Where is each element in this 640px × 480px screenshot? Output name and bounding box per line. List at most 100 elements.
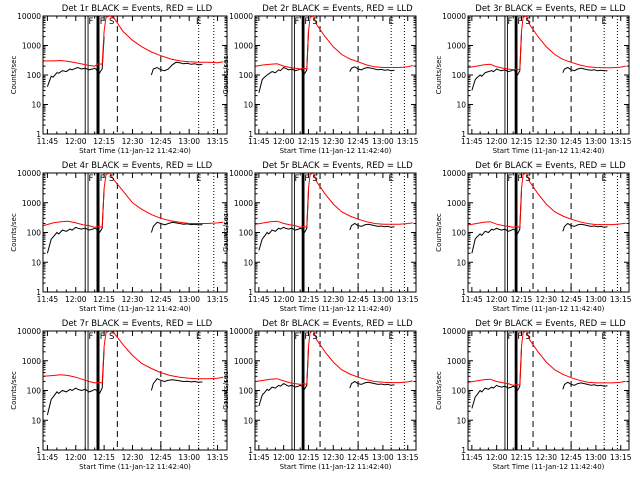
plot-area: [468, 173, 626, 292]
y-axis-label: Counts/sec: [435, 371, 443, 410]
marker-label: F: [517, 174, 522, 184]
y-tick-label: 10: [456, 101, 466, 110]
y-tick-label: 1: [461, 288, 466, 297]
x-tick-label: 13:00: [585, 295, 607, 304]
marker-label: S: [525, 17, 530, 27]
marker-label: S: [525, 332, 530, 342]
marker-label: S: [109, 17, 114, 27]
x-tick-label: 11:45: [461, 295, 483, 304]
panel-5: Det 5r BLACK = Events, RED = LLD 1 10 100 10…: [222, 161, 419, 313]
y-tick-label: 10: [243, 258, 253, 267]
x-tick-label: 12:15: [93, 295, 115, 304]
x-axis-label: Start Time (11-Jan-12 11:42:40): [280, 463, 392, 471]
plot-frame: [467, 330, 630, 451]
marker-label: S: [312, 174, 317, 184]
lld-line: [468, 16, 626, 71]
marker-label: E: [196, 332, 201, 342]
y-tick-label: 10000: [442, 169, 466, 178]
plot-area: [43, 16, 224, 134]
marker-label: F: [88, 332, 93, 342]
plot-frame: [254, 330, 417, 451]
y-tick-label: 1: [248, 446, 253, 455]
x-tick-label: 13:15: [397, 453, 419, 462]
y-tick-label: 1: [36, 288, 41, 297]
x-tick-label: 12:30: [535, 137, 557, 146]
x-tick-label: 12:15: [298, 453, 320, 462]
y-tick-label: 1000: [447, 357, 466, 366]
x-tick-label: 12:15: [511, 295, 533, 304]
events-line: [258, 348, 395, 407]
x-tick-label: 12:00: [486, 453, 508, 462]
y-tick-label: 100: [27, 71, 42, 80]
y-tick-label: 1: [248, 288, 253, 297]
y-axis-label: Counts/sec: [222, 371, 230, 410]
y-tick-label: 10000: [229, 12, 253, 21]
y-tick-label: 10: [243, 101, 253, 110]
y-tick-label: 100: [27, 229, 42, 238]
x-tick-label: 13:15: [397, 295, 419, 304]
panel-3: Det 3r BLACK = Events, RED = LLD 1 10 100 10…: [435, 4, 632, 155]
x-tick-label: 12:00: [273, 137, 295, 146]
y-tick-label: 10: [456, 258, 466, 267]
plot-frame: [254, 15, 417, 135]
y-tick-label: 10: [456, 416, 466, 425]
panel-title: Det 7r BLACK = Events, RED = LLD: [62, 319, 213, 329]
x-tick-label: 11:45: [248, 137, 270, 146]
y-axis-label: Counts/sec: [10, 213, 18, 252]
x-tick-label: 13:00: [372, 453, 394, 462]
x-axis-label: Start Time (11-Jan-12 11:42:40): [280, 305, 392, 313]
y-tick-label: 10000: [17, 12, 41, 21]
y-tick-label: 1000: [447, 42, 466, 51]
x-tick-label: 12:30: [122, 137, 144, 146]
panel-title: Det 2r BLACK = Events, RED = LLD: [262, 4, 413, 14]
panel-title: Det 3r BLACK = Events, RED = LLD: [475, 4, 626, 14]
x-axis-label: Start Time (11-Jan-12 11:42:40): [280, 147, 392, 155]
marker-label: S: [525, 174, 530, 184]
panel-title: Det 9r BLACK = Events, RED = LLD: [475, 319, 626, 329]
y-tick-label: 1: [461, 130, 466, 139]
x-tick-label: 12:15: [298, 137, 320, 146]
panel-8: Det 8r BLACK = Events, RED = LLD 1 10 100 10…: [222, 319, 419, 471]
x-tick-label: 12:00: [486, 137, 508, 146]
x-tick-label: 13:15: [610, 295, 632, 304]
lld-line: [255, 173, 413, 228]
x-tick-label: 12:45: [560, 295, 582, 304]
x-tick-label: 13:15: [207, 295, 229, 304]
y-axis-label: Counts/sec: [222, 213, 230, 252]
plot-frame: [254, 172, 417, 293]
marker-label: F: [294, 174, 299, 184]
marker-label: E: [602, 17, 607, 27]
y-tick-label: 100: [452, 229, 467, 238]
plot-frame: [42, 330, 228, 451]
x-tick-label: 12:15: [93, 453, 115, 462]
y-tick-label: 10: [31, 101, 41, 110]
marker-label: F: [100, 17, 105, 27]
panel-2: Det 2r BLACK = Events, RED = LLD 1 10 100 10…: [222, 4, 419, 155]
x-tick-label: 11:45: [248, 453, 270, 462]
x-tick-label: 13:00: [372, 137, 394, 146]
y-tick-label: 1000: [22, 42, 41, 51]
marker-label: F: [304, 17, 309, 27]
y-tick-label: 10000: [229, 169, 253, 178]
x-tick-label: 11:45: [37, 453, 59, 462]
plot-area: [468, 16, 626, 134]
x-tick-label: 12:15: [511, 137, 533, 146]
y-tick-label: 10: [31, 416, 41, 425]
events-line: [46, 188, 203, 254]
panel-title: Det 8r BLACK = Events, RED = LLD: [262, 319, 413, 329]
marker-label: S: [312, 17, 317, 27]
x-axis-label: Start Time (11-Jan-12 11:42:40): [79, 305, 191, 313]
x-tick-label: 12:15: [93, 137, 115, 146]
panel-title: Det 6r BLACK = Events, RED = LLD: [475, 161, 626, 171]
y-tick-label: 100: [452, 71, 467, 80]
marker-label: S: [312, 332, 317, 342]
x-tick-label: 12:30: [322, 137, 344, 146]
marker-label: F: [507, 332, 512, 342]
marker-label: F: [304, 332, 309, 342]
x-tick-label: 13:00: [178, 295, 200, 304]
marker-label: E: [196, 17, 201, 27]
events-line: [471, 190, 608, 254]
x-tick-label: 13:00: [372, 295, 394, 304]
lld-line: [468, 173, 626, 228]
x-axis-label: Start Time (11-Jan-12 11:42:40): [79, 147, 191, 155]
